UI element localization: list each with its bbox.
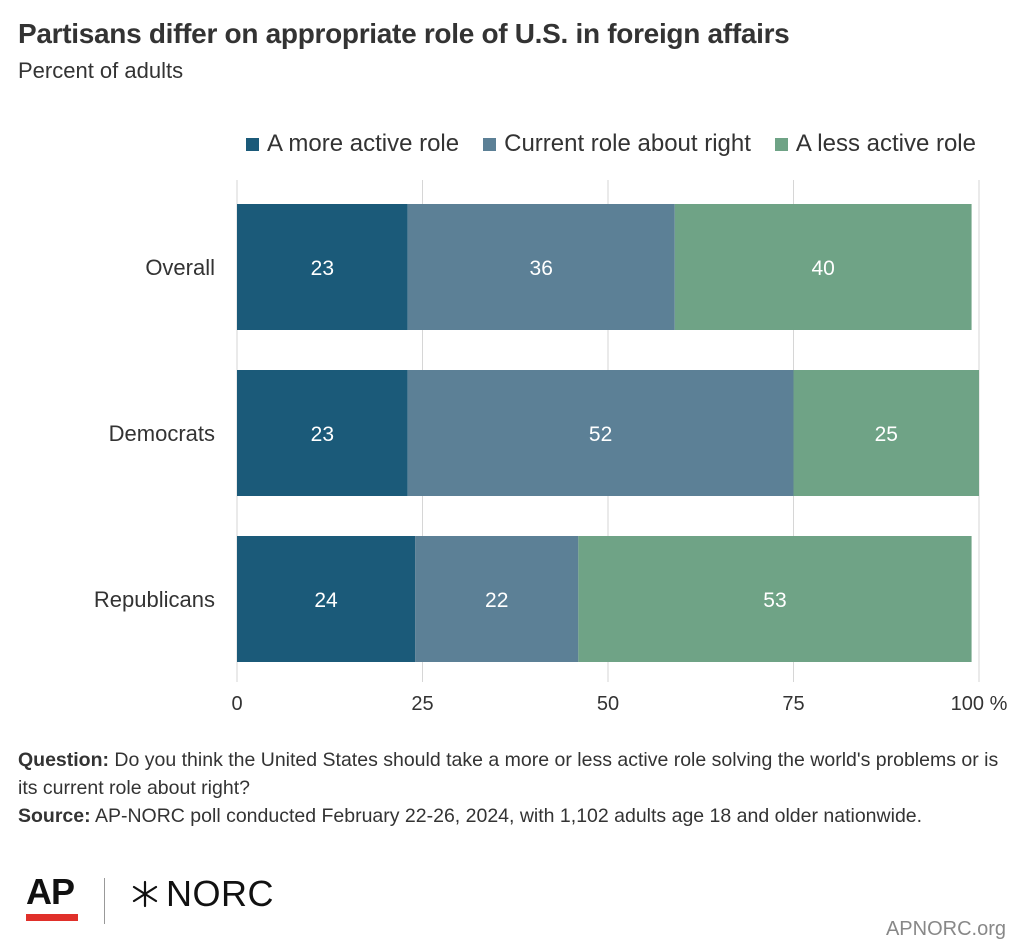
logo-divider [104, 878, 105, 924]
x-tick-label-50: 50 [597, 693, 619, 715]
site-url: APNORC.org [885, 918, 1006, 940]
data-label-democrats-series-0: 23 [311, 423, 334, 446]
ap-logo-text: AP [26, 871, 75, 912]
ap-logo: AP [26, 874, 78, 921]
chart-title: Partisans differ on appropriate role of … [18, 18, 790, 49]
legend-swatch-more-active [246, 137, 260, 151]
data-label-democrats-series-1: 52 [589, 423, 612, 446]
data-label-democrats-series-2: 25 [875, 423, 898, 446]
bar-democrats-series-1 [407, 370, 794, 496]
data-label-overall-series-2: 40 [812, 257, 835, 280]
chart-notes: Question: Do you think the United States… [18, 746, 1008, 830]
legend-item-more-active: A more active role [246, 130, 459, 158]
norc-star-icon [132, 880, 158, 908]
legend: A more active role Current role about ri… [246, 130, 976, 158]
question-note: Question: Do you think the United States… [18, 746, 1008, 802]
legend-item-less-active: A less active role [774, 130, 976, 158]
norc-logo-text: NORC [166, 873, 274, 914]
question-text: Do you think the United States should ta… [18, 749, 999, 799]
data-label-republicans-series-1: 22 [485, 589, 508, 612]
category-label-republicans: Republicans [94, 587, 215, 612]
question-label: Question: [18, 749, 109, 771]
legend-swatch-less-active [774, 137, 788, 151]
bar-republicans-series-2 [578, 536, 972, 662]
data-label-overall-series-0: 23 [311, 257, 334, 280]
x-tick-label-100: 100 % [951, 693, 1008, 715]
chart-subtitle: Percent of adults [18, 58, 184, 83]
x-tick-label-75: 75 [782, 693, 804, 715]
category-label-overall: Overall [145, 255, 215, 280]
stacked-bar-chart: 0 25 50 75 100 % Overall 23 36 40 Democrats 23 52 25… [94, 180, 1008, 715]
ap-logo-underline [26, 914, 78, 921]
source-text: AP-NORC poll conducted February 22-26, 2… [94, 805, 923, 827]
bar-republicans-series-1 [415, 536, 579, 662]
norc-logo: NORC [130, 876, 274, 912]
bar-republicans-series-0 [237, 536, 416, 662]
legend-label-more-active: A more active role [267, 130, 460, 157]
legend-swatch-current-role [483, 137, 497, 151]
bar-democrats-series-0 [237, 370, 408, 496]
bar-overall-series-2 [674, 204, 972, 330]
x-tick-label-25: 25 [411, 693, 433, 715]
source-label: Source: [18, 805, 91, 827]
x-tick-label-0: 0 [231, 693, 242, 715]
data-label-overall-series-1: 36 [530, 257, 553, 280]
legend-label-less-active: A less active role [795, 130, 976, 157]
legend-label-current-role: Current role about right [504, 130, 751, 157]
bar-overall-series-0 [237, 204, 408, 330]
data-label-republicans-series-2: 53 [763, 589, 786, 612]
bar-democrats-series-2 [793, 370, 979, 496]
legend-item-current-role: Current role about right [483, 130, 751, 158]
bar-overall-series-1 [407, 204, 675, 330]
source-note: Source: AP-NORC poll conducted February … [18, 802, 1008, 830]
data-label-republicans-series-0: 24 [314, 589, 338, 612]
category-label-democrats: Democrats [109, 421, 215, 446]
